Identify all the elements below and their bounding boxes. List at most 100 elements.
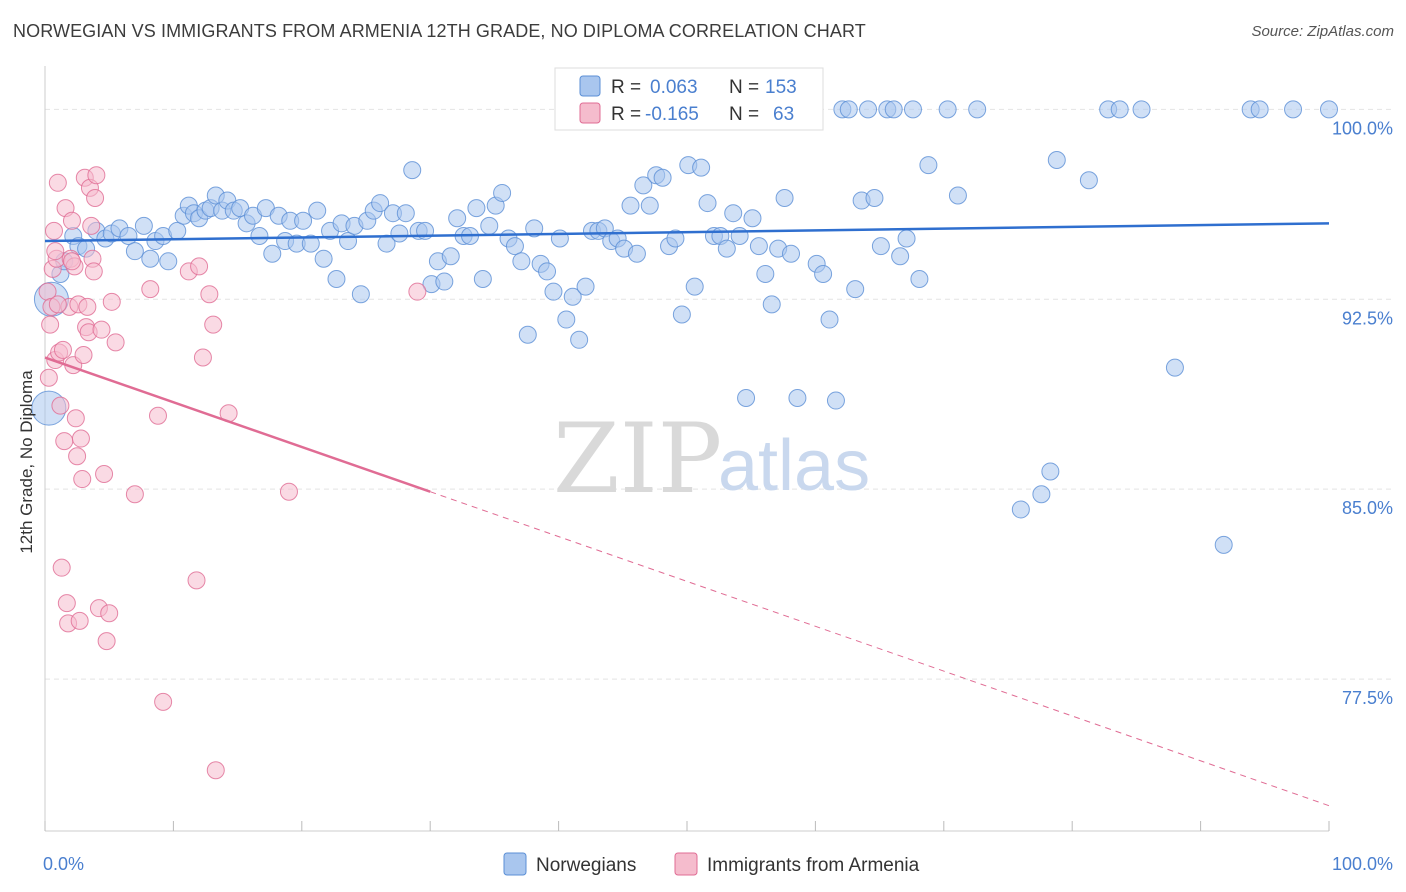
data-point <box>653 168 672 187</box>
data-point <box>846 280 865 299</box>
data-point <box>634 176 653 195</box>
data-point <box>1214 535 1233 554</box>
chart-title: NORWEGIAN VS IMMIGRANTS FROM ARMENIA 12T… <box>13 21 866 41</box>
data-point <box>621 196 640 215</box>
data-point <box>119 226 138 245</box>
data-point <box>762 295 781 314</box>
data-point <box>78 297 97 316</box>
data-point <box>865 189 884 208</box>
data-point <box>672 305 691 324</box>
data-point <box>125 242 144 261</box>
grid-lines <box>45 108 1392 680</box>
data-point <box>692 158 711 177</box>
source-label: Source: ZipAtlas.com <box>1251 23 1394 40</box>
data-point <box>743 209 762 228</box>
data-point <box>1132 100 1151 119</box>
data-point <box>408 282 427 301</box>
data-point <box>493 183 512 202</box>
data-point <box>435 272 454 291</box>
legend-n-value-2: 63 <box>773 104 794 125</box>
data-point <box>66 409 85 428</box>
data-point <box>339 232 358 251</box>
data-point <box>44 221 63 240</box>
data-point <box>62 211 81 230</box>
data-point <box>685 277 704 296</box>
axes <box>44 66 1330 832</box>
x-tick-labels: 0.0% 100.0% <box>43 854 1393 874</box>
legend-n-value-1: 153 <box>765 77 797 98</box>
legend-n-label-2: N = <box>729 104 759 125</box>
data-point <box>505 237 524 256</box>
series-legend-swatch-norwegians <box>503 852 527 876</box>
data-point <box>250 226 269 245</box>
data-point <box>1165 358 1184 377</box>
y-tick-label: 77.5% <box>1342 688 1393 708</box>
data-point <box>1047 151 1066 170</box>
data-point <box>48 173 67 192</box>
data-point <box>71 429 90 448</box>
data-point <box>826 391 845 410</box>
data-point <box>737 389 756 408</box>
data-point <box>512 252 531 271</box>
data-point <box>371 194 390 213</box>
data-point <box>563 287 582 306</box>
armenia-points <box>38 166 427 780</box>
data-point <box>154 692 173 711</box>
data-point <box>193 348 212 367</box>
data-point <box>57 594 76 613</box>
x-tick-label-max: 100.0% <box>1332 854 1393 874</box>
legend-swatch-blue <box>579 75 601 97</box>
data-point <box>86 189 105 208</box>
legend-r-value-1: 0.063 <box>650 77 698 98</box>
legend-r-value-2: -0.165 <box>645 104 699 125</box>
data-point <box>70 611 89 630</box>
data-point <box>403 161 422 180</box>
data-point <box>730 226 749 245</box>
data-point <box>206 761 225 780</box>
legend-r-label-1: R = <box>611 77 641 98</box>
data-point <box>839 100 858 119</box>
data-point <box>1284 100 1303 119</box>
data-point <box>891 247 910 266</box>
data-point <box>938 100 957 119</box>
data-point <box>200 285 219 304</box>
trend-lines <box>44 222 1330 807</box>
stats-legend: R = 0.063 N = 153 R = -0.165 N = 63 <box>554 67 824 131</box>
data-point <box>351 285 370 304</box>
data-point <box>168 221 187 240</box>
data-point <box>51 396 70 415</box>
data-point <box>820 310 839 329</box>
data-point <box>46 242 65 261</box>
data-point <box>82 216 101 235</box>
data-point <box>756 264 775 283</box>
watermark-zip: ZIP <box>553 403 722 515</box>
data-point <box>294 211 313 230</box>
data-point <box>187 571 206 590</box>
data-point <box>125 485 144 504</box>
data-point <box>473 270 492 289</box>
data-point <box>74 345 93 364</box>
data-point <box>724 204 743 223</box>
data-point <box>106 333 125 352</box>
data-point <box>782 244 801 263</box>
data-point <box>141 249 160 268</box>
data-point <box>263 244 282 263</box>
trend-line-armenia <box>44 356 431 493</box>
data-point <box>190 257 209 276</box>
series-legend-swatch-armenia <box>674 852 698 876</box>
data-point <box>1041 462 1060 481</box>
data-point <box>1079 171 1098 190</box>
data-point <box>897 229 916 248</box>
y-tick-label: 100.0% <box>1332 118 1393 138</box>
trend-line-norwegians <box>44 222 1330 243</box>
series-legend: Norwegians Immigrants from Armenia <box>503 852 920 876</box>
data-point <box>55 432 74 451</box>
data-point <box>1110 100 1129 119</box>
data-point <box>467 199 486 218</box>
data-point <box>301 234 320 253</box>
data-point <box>814 264 833 283</box>
data-point <box>62 252 81 271</box>
data-point <box>84 262 103 281</box>
data-point <box>377 234 396 253</box>
